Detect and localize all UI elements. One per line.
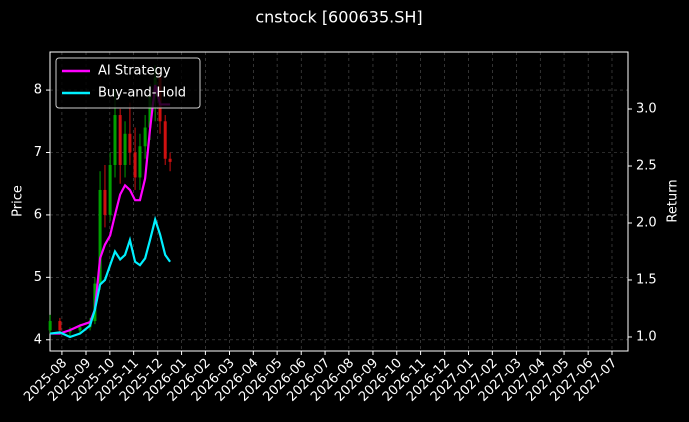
y2-tick-label: 1.0 (636, 329, 657, 344)
plot-frame (49, 51, 629, 352)
candle-body (113, 115, 117, 165)
line-series (50, 215, 171, 339)
legend-box (55, 57, 201, 109)
y-tick-label: 6 (34, 207, 42, 222)
y2-tick-label: 2.5 (636, 158, 657, 173)
y-tick-label: 8 (34, 83, 42, 98)
legend: AI Strategy Buy-and-Hold (55, 57, 201, 109)
y2-tick-label: 1.5 (636, 272, 657, 287)
y-axis-label: Price (11, 185, 26, 217)
candle-body (98, 189, 102, 284)
candle-body (108, 164, 112, 215)
y2-axis-label: Return (666, 179, 681, 222)
candle-body (148, 96, 152, 128)
candle-body (78, 327, 82, 331)
legend-label: AI Strategy (98, 64, 171, 79)
candle-body (48, 321, 52, 331)
chart-title: cnstock [600635.SH] (255, 8, 422, 27)
candle-body (128, 133, 132, 153)
y2-tick-label: 3.0 (636, 101, 657, 116)
candle-body (58, 321, 62, 331)
y2-tick-label: 2.0 (636, 215, 657, 230)
candle-body (133, 152, 137, 178)
candle-body (68, 330, 72, 333)
y-tick-label: 5 (34, 270, 42, 285)
y-tick-label: 7 (34, 145, 42, 160)
candle-body (168, 158, 172, 162)
candle-body (123, 133, 127, 165)
candle-body (163, 121, 167, 159)
candle-body (143, 127, 147, 147)
legend-label: Buy-and-Hold (98, 86, 186, 101)
candle-body (118, 115, 122, 165)
candle-body (103, 189, 107, 215)
y-tick-label: 4 (34, 332, 42, 347)
candle-body (138, 146, 142, 178)
